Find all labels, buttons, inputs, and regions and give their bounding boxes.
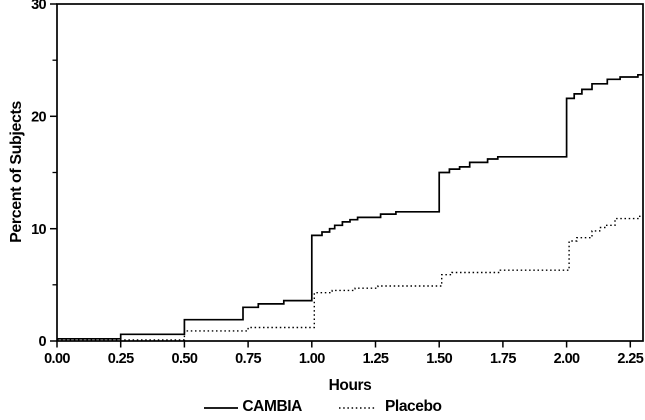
svg-text:0.75: 0.75: [235, 351, 261, 367]
svg-text:10: 10: [31, 222, 46, 238]
svg-text:0: 0: [39, 334, 47, 350]
svg-text:2.25: 2.25: [617, 351, 643, 367]
svg-text:1.00: 1.00: [299, 351, 325, 367]
svg-text:1.25: 1.25: [363, 351, 389, 367]
legend-label-placebo: Placebo: [384, 398, 442, 415]
legend-item-placebo: Placebo: [338, 398, 442, 416]
legend-label-cambia: CAMBIA: [242, 398, 302, 415]
legend-item-cambia: CAMBIA: [203, 398, 302, 416]
solid-line-swatch: [204, 406, 239, 409]
svg-text:1.50: 1.50: [426, 351, 452, 367]
legend: CAMBIA Placebo: [0, 397, 645, 417]
svg-text:0.00: 0.00: [44, 351, 70, 367]
x-axis-title: Hours: [328, 377, 372, 394]
svg-text:0.25: 0.25: [108, 351, 134, 367]
svg-text:1.75: 1.75: [490, 351, 516, 367]
svg-text:30: 30: [31, 0, 46, 13]
y-axis-title: Percent of Subjects: [8, 101, 25, 243]
svg-text:2.00: 2.00: [554, 351, 580, 367]
dotted-line-swatch: [338, 406, 375, 409]
svg-text:0.50: 0.50: [171, 351, 197, 367]
svg-text:20: 20: [31, 110, 46, 126]
